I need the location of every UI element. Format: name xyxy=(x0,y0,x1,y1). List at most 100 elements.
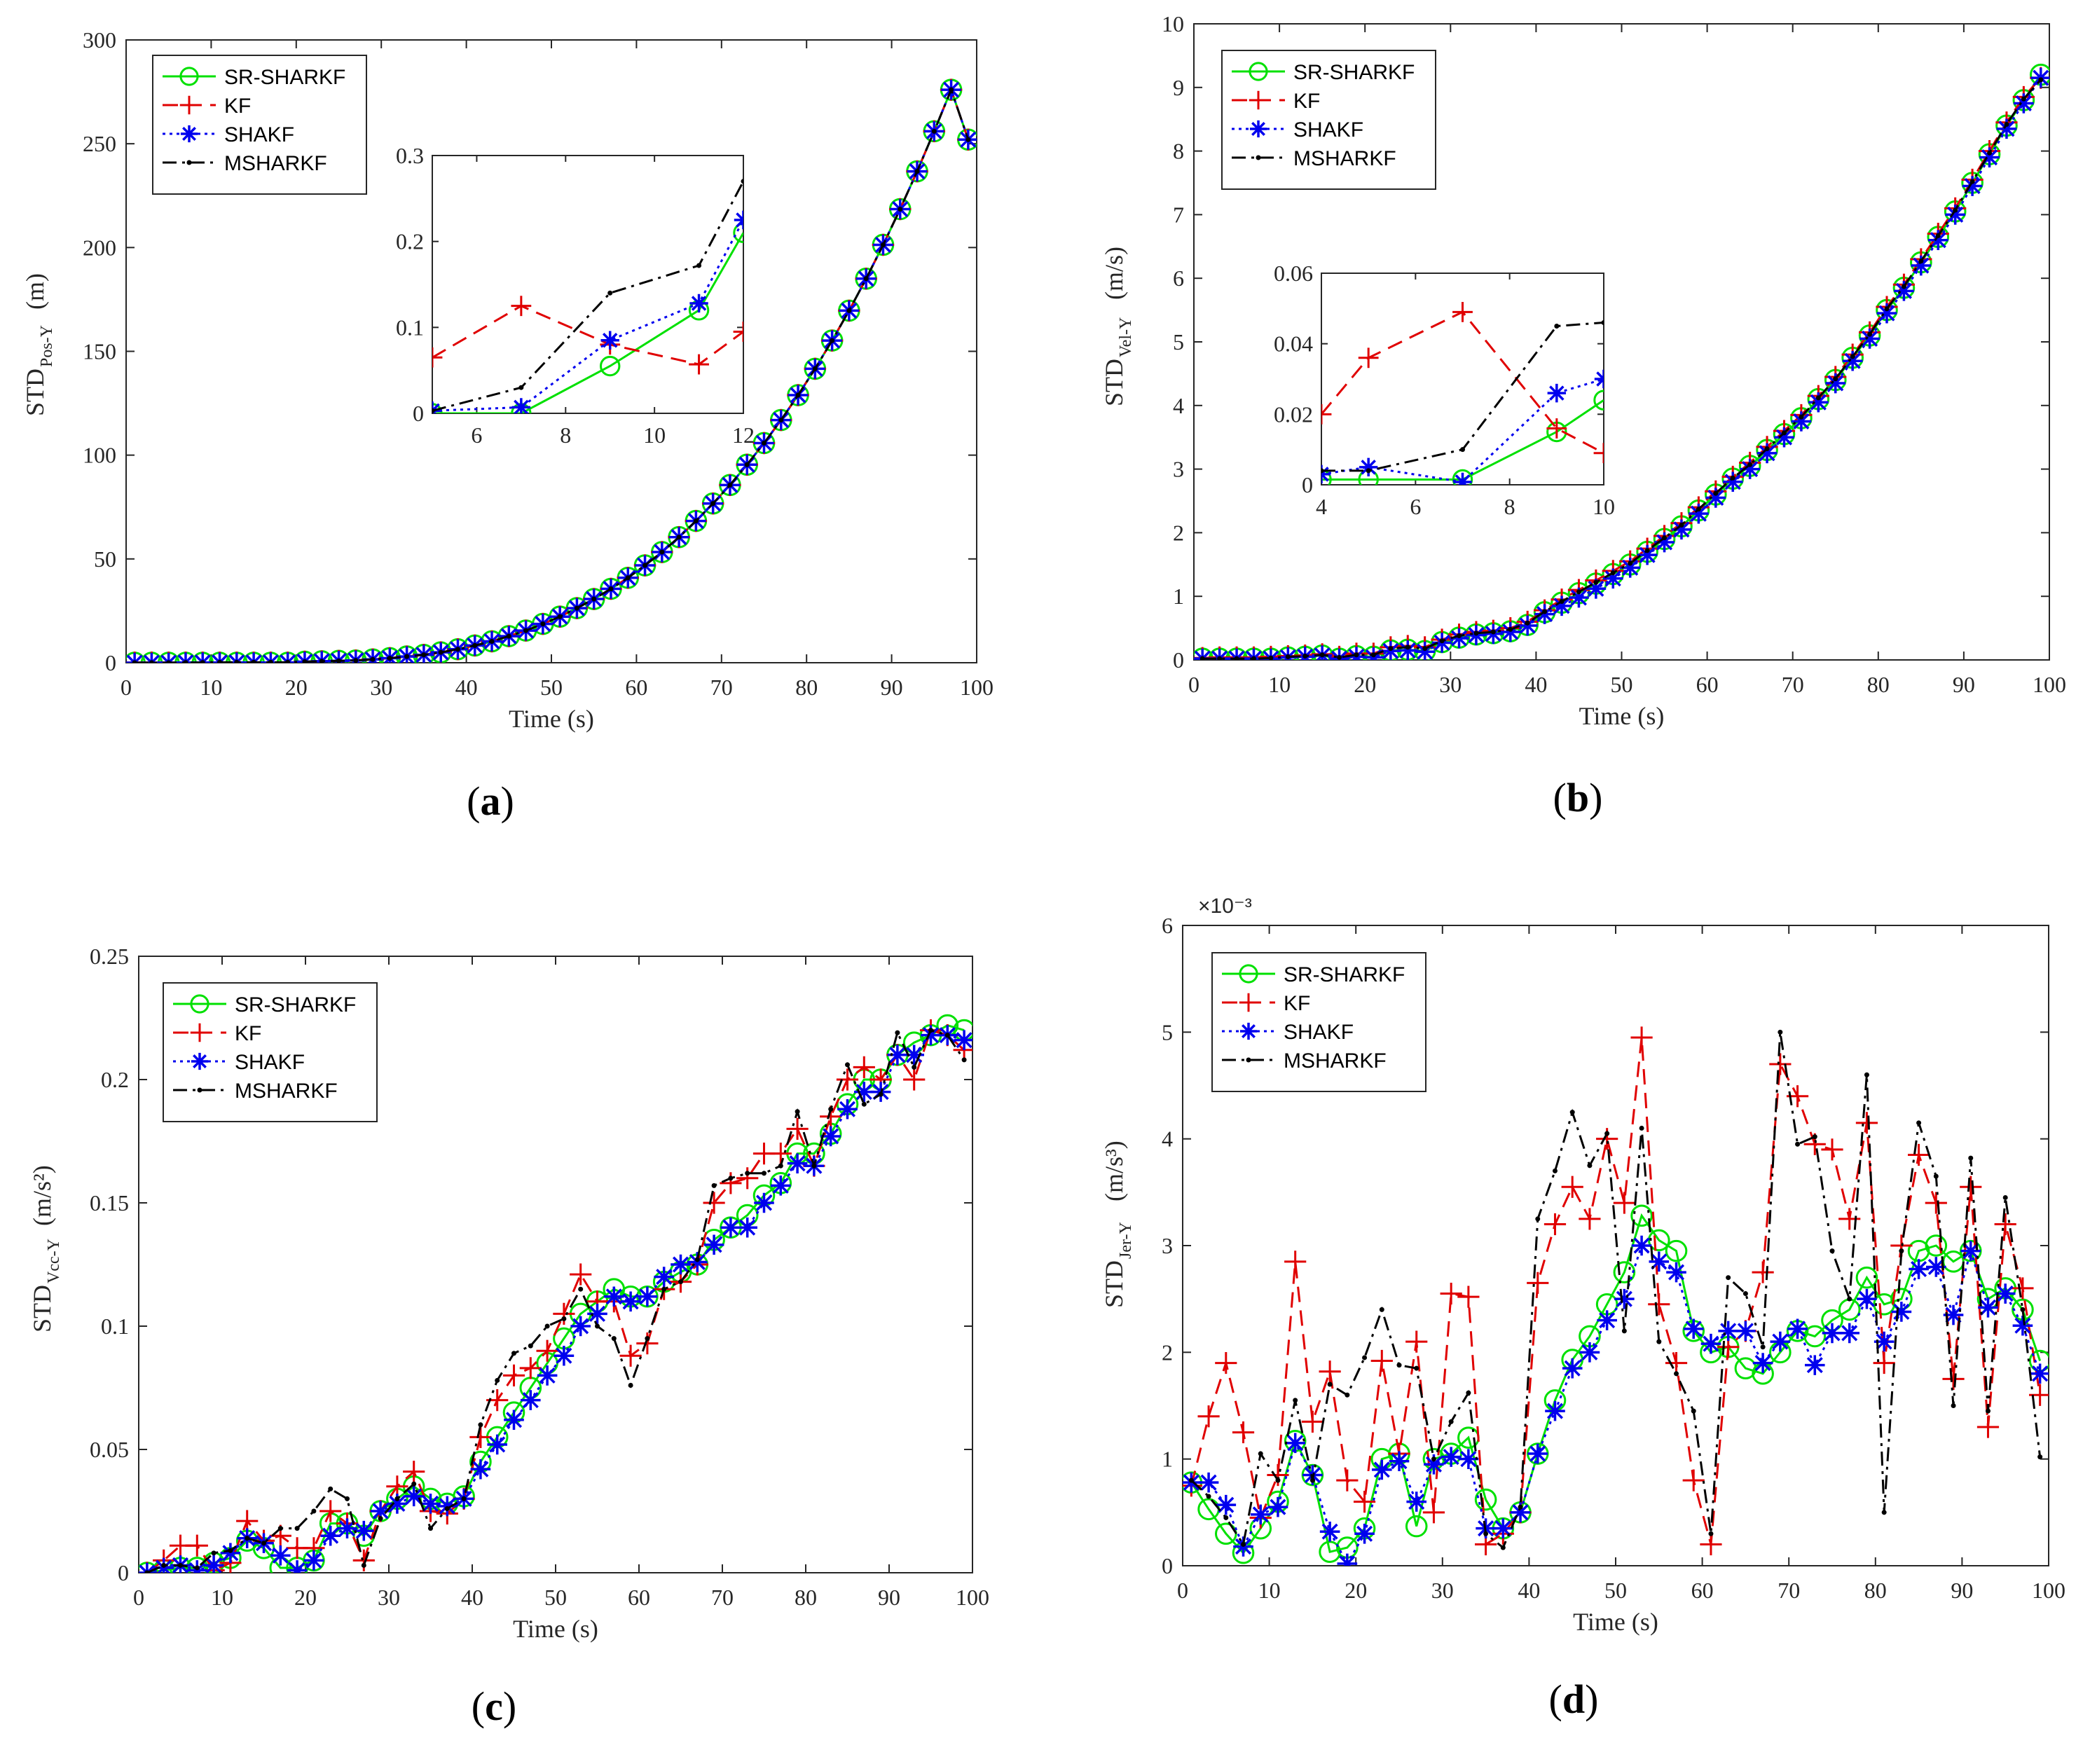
chart-d-point-shakf xyxy=(1787,1318,1808,1339)
chart-c-point-msharkf xyxy=(528,1343,533,1349)
chart-d-point-sr-sharkf xyxy=(1474,1488,1497,1511)
chart-b-ytick-label: 0 xyxy=(1173,647,1184,673)
chart-d-point-msharkf xyxy=(1466,1390,1471,1396)
chart-c-point-shakf xyxy=(587,1304,607,1324)
chart-d-point-kf xyxy=(1682,1469,1705,1491)
chart-b-point-msharkf xyxy=(1388,646,1394,652)
chart-d-point-msharkf xyxy=(1726,1275,1731,1281)
chart-b-point-msharkf xyxy=(1884,306,1890,312)
chart-a-ytick-label: 250 xyxy=(83,131,116,156)
chart-b-legend-entry: MSHARKF xyxy=(1293,147,1396,170)
chart-c-series-line-msharkf xyxy=(146,1028,965,1573)
chart-b-point-msharkf xyxy=(1918,259,1924,264)
chart-b-point-shakf xyxy=(1825,373,1846,394)
chart-c-point-sr-sharkf xyxy=(186,1557,209,1573)
chart-b-ytick-label: 6 xyxy=(1173,266,1184,291)
chart-c-point-msharkf xyxy=(394,1496,400,1501)
chart-c-point-shakf xyxy=(287,1560,308,1573)
chart-c-ytick-label: 0.05 xyxy=(90,1437,129,1462)
chart-d-point-msharkf xyxy=(1223,1515,1229,1520)
chart-b-xtick-label: 70 xyxy=(1782,672,1804,697)
chart-d-point-shakf xyxy=(1337,1553,1358,1566)
chart-a-inset-xtick-label: 10 xyxy=(643,422,666,448)
chart-b-point-msharkf xyxy=(2021,96,2026,102)
chart-a-inset-xtick-label: 8 xyxy=(560,422,571,448)
chart-d-xtick-label: 10 xyxy=(1258,1578,1281,1603)
chart-a-point-msharkf xyxy=(965,137,971,142)
chart-d-point-shakf xyxy=(1943,1304,1964,1325)
chart-a-ylabel-sub: Pos-Y xyxy=(38,325,56,367)
chart-c-point-shakf xyxy=(637,1286,658,1307)
chart-a-panel-letter: a xyxy=(481,778,501,824)
chart-b-point-shakf xyxy=(1551,595,1572,616)
chart-b-xtick-label: 10 xyxy=(1268,672,1291,697)
chart-d-xtick-label: 70 xyxy=(1778,1578,1800,1603)
chart-b-point-msharkf xyxy=(1969,179,1975,184)
chart-d-point-shakf xyxy=(1285,1433,1305,1454)
chart-c-ylabel-unit: (m/s²) xyxy=(28,1165,56,1226)
chart-b-point-msharkf xyxy=(1662,535,1668,541)
chart-b-ytick-label: 2 xyxy=(1173,520,1184,545)
chart-c-point-shakf xyxy=(337,1518,357,1538)
chart-c-point-msharkf xyxy=(762,1171,766,1176)
chart-d-legend-entry: SHAKF xyxy=(1284,1021,1354,1044)
chart-a-xtick-label: 70 xyxy=(710,675,733,700)
chart-b-panel-letter: b xyxy=(1567,775,1589,820)
chart-c-point-msharkf xyxy=(211,1550,216,1556)
chart-d-point-shakf xyxy=(1804,1355,1825,1375)
chart-a-point-msharkf xyxy=(540,621,546,627)
chart-d-point-kf xyxy=(1457,1286,1480,1308)
chart-c-point-shakf xyxy=(771,1176,791,1196)
chart-d-point-msharkf xyxy=(1933,1173,1939,1179)
chart-b-legend-entry: KF xyxy=(1293,90,1320,113)
chart-d-point-msharkf xyxy=(1258,1451,1263,1456)
chart-d-series-line-shakf xyxy=(1191,1243,2042,1566)
chart-b-point-shakf xyxy=(1962,176,1983,196)
chart-d-point-shakf xyxy=(1527,1443,1548,1464)
chart-d-point-kf xyxy=(1925,1192,1947,1214)
chart-b-legend-marker-kf xyxy=(1249,90,1268,110)
chart-c-xtick-label: 20 xyxy=(294,1585,317,1610)
chart-a-point-msharkf xyxy=(472,642,478,648)
chart-a-inset-series-group xyxy=(432,179,743,413)
chart-a-legend-entry: SR-SHARKF xyxy=(224,66,345,89)
chart-b-point-shakf xyxy=(1415,641,1435,660)
chart-c-point-msharkf xyxy=(711,1183,717,1188)
chart-c-legend-entry: KF xyxy=(235,1022,261,1045)
chart-c-panel-paren-open: ( xyxy=(472,1683,485,1729)
chart-a-point-msharkf xyxy=(251,659,256,663)
chart-c-ytick-label: 0.15 xyxy=(90,1190,129,1215)
chart-a-point-msharkf xyxy=(830,338,835,343)
chart-a-point-msharkf xyxy=(166,660,172,663)
chart-d-point-msharkf xyxy=(1864,1072,1869,1077)
chart-d-panel-label: (d) xyxy=(1549,1676,1599,1722)
chart-a-point-msharkf xyxy=(404,654,410,659)
chart-b-point-shakf xyxy=(1380,640,1401,660)
chart-c-point-msharkf xyxy=(144,1570,150,1573)
chart-b-inset-point-shakf xyxy=(1359,457,1378,477)
chart-c-point-kf xyxy=(186,1534,208,1557)
chart-d-ylabel-sub: Jer-Y xyxy=(1117,1222,1135,1259)
chart-a-inset-axes-box xyxy=(432,155,744,414)
chart-a-inset-point-sr-sharkf xyxy=(432,403,443,413)
chart-c-point-shakf xyxy=(404,1486,424,1507)
chart-d-point-msharkf xyxy=(1847,1296,1852,1302)
chart-a: 0 10 20 30 40 50 60 70 80 90 100050100150200250300… xyxy=(21,27,994,824)
chart-b-inset-point-msharkf xyxy=(1321,468,1324,474)
chart-a-point-msharkf xyxy=(812,366,818,371)
chart-d-point-shakf xyxy=(2012,1315,2033,1336)
chart-b-point-msharkf xyxy=(1610,570,1616,576)
chart-d-point-shakf xyxy=(1579,1342,1600,1363)
chart-b-point-msharkf xyxy=(1268,655,1274,660)
chart-b-xtick-label: 30 xyxy=(1439,672,1462,697)
chart-b-point-shakf xyxy=(1945,205,1965,225)
chart-d-point-kf xyxy=(1301,1410,1323,1433)
chart-d-point-shakf xyxy=(1424,1454,1444,1475)
chart-a-panel-paren-close: ) xyxy=(501,778,514,824)
chart-c-point-kf xyxy=(853,1056,875,1078)
chart-c-ylabel-sub: Vcc-Y xyxy=(45,1239,63,1283)
chart-a-inset-point-kf xyxy=(689,354,709,375)
chart-c-point-kf xyxy=(786,1117,809,1140)
chart-d-point-shakf xyxy=(1683,1318,1704,1339)
